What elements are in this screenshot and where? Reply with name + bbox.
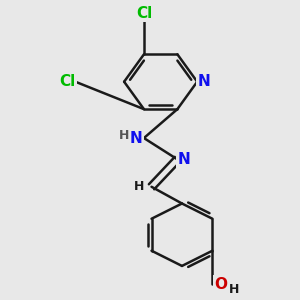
Text: H: H — [229, 283, 239, 296]
Text: H: H — [119, 128, 129, 142]
Text: Cl: Cl — [136, 6, 152, 21]
Text: Cl: Cl — [59, 74, 75, 89]
Text: N: N — [197, 74, 210, 89]
Text: N: N — [177, 152, 190, 167]
Text: N: N — [130, 130, 142, 146]
Text: O: O — [214, 277, 227, 292]
Text: H: H — [134, 180, 144, 193]
